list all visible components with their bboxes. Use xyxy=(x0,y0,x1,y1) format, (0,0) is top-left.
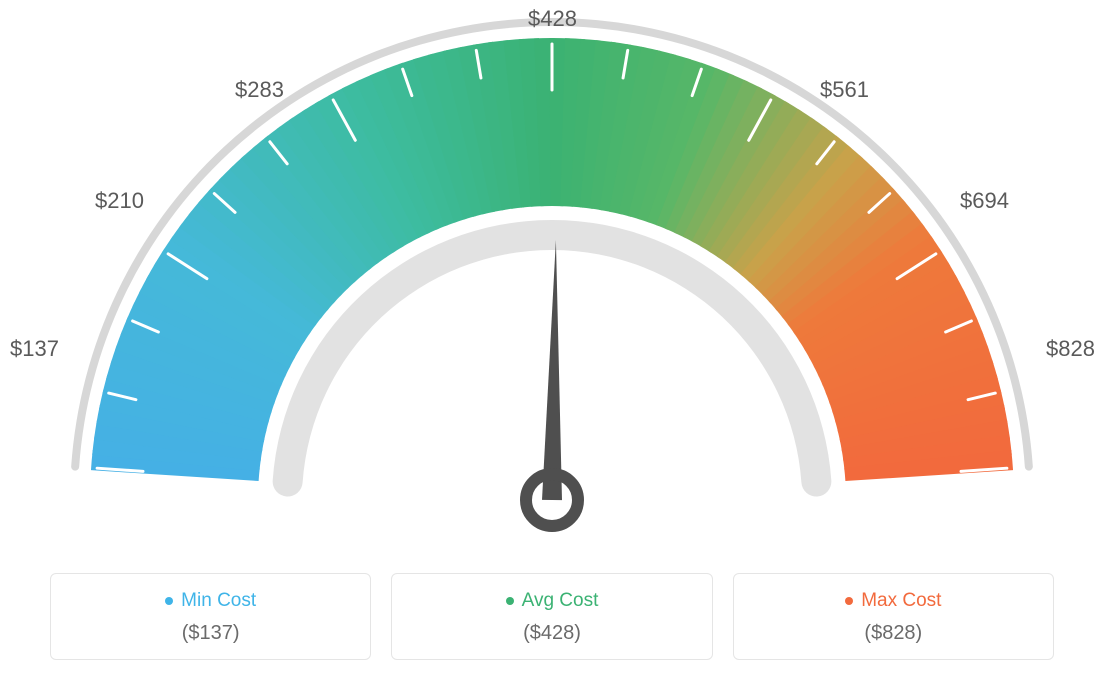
legend-avg-title: Avg Cost xyxy=(506,590,599,612)
legend-min-cost: Min Cost ($137) xyxy=(50,573,371,660)
cost-gauge-widget: $137 $210 $283 $428 $561 $694 $828 Min Cost ($… xyxy=(0,0,1104,690)
legend-max-label: Max Cost xyxy=(861,590,941,612)
gauge-tick-label: $210 xyxy=(95,188,144,214)
legend-max-dot xyxy=(845,597,853,605)
gauge-svg xyxy=(0,0,1104,560)
legend-max-value: ($828) xyxy=(734,622,1053,645)
gauge-tick-label: $561 xyxy=(820,77,869,103)
gauge-tick-label: $694 xyxy=(960,188,1009,214)
legend-avg-dot xyxy=(506,597,514,605)
gauge-tick-label: $828 xyxy=(1046,336,1095,362)
gauge-chart: $137 $210 $283 $428 $561 $694 $828 xyxy=(0,0,1104,560)
legend-avg-value: ($428) xyxy=(392,622,711,645)
legend-min-label: Min Cost xyxy=(181,590,256,612)
legend-avg-cost: Avg Cost ($428) xyxy=(391,573,712,660)
legend-row: Min Cost ($137) Avg Cost ($428) Max Cost… xyxy=(50,573,1054,660)
legend-max-cost: Max Cost ($828) xyxy=(733,573,1054,660)
gauge-tick-label: $283 xyxy=(235,77,284,103)
gauge-tick-label: $137 xyxy=(10,336,59,362)
legend-min-value: ($137) xyxy=(51,622,370,645)
legend-min-title: Min Cost xyxy=(165,590,256,612)
legend-max-title: Max Cost xyxy=(845,590,941,612)
legend-min-dot xyxy=(165,597,173,605)
gauge-tick-label: $428 xyxy=(528,6,577,32)
legend-avg-label: Avg Cost xyxy=(522,590,599,612)
